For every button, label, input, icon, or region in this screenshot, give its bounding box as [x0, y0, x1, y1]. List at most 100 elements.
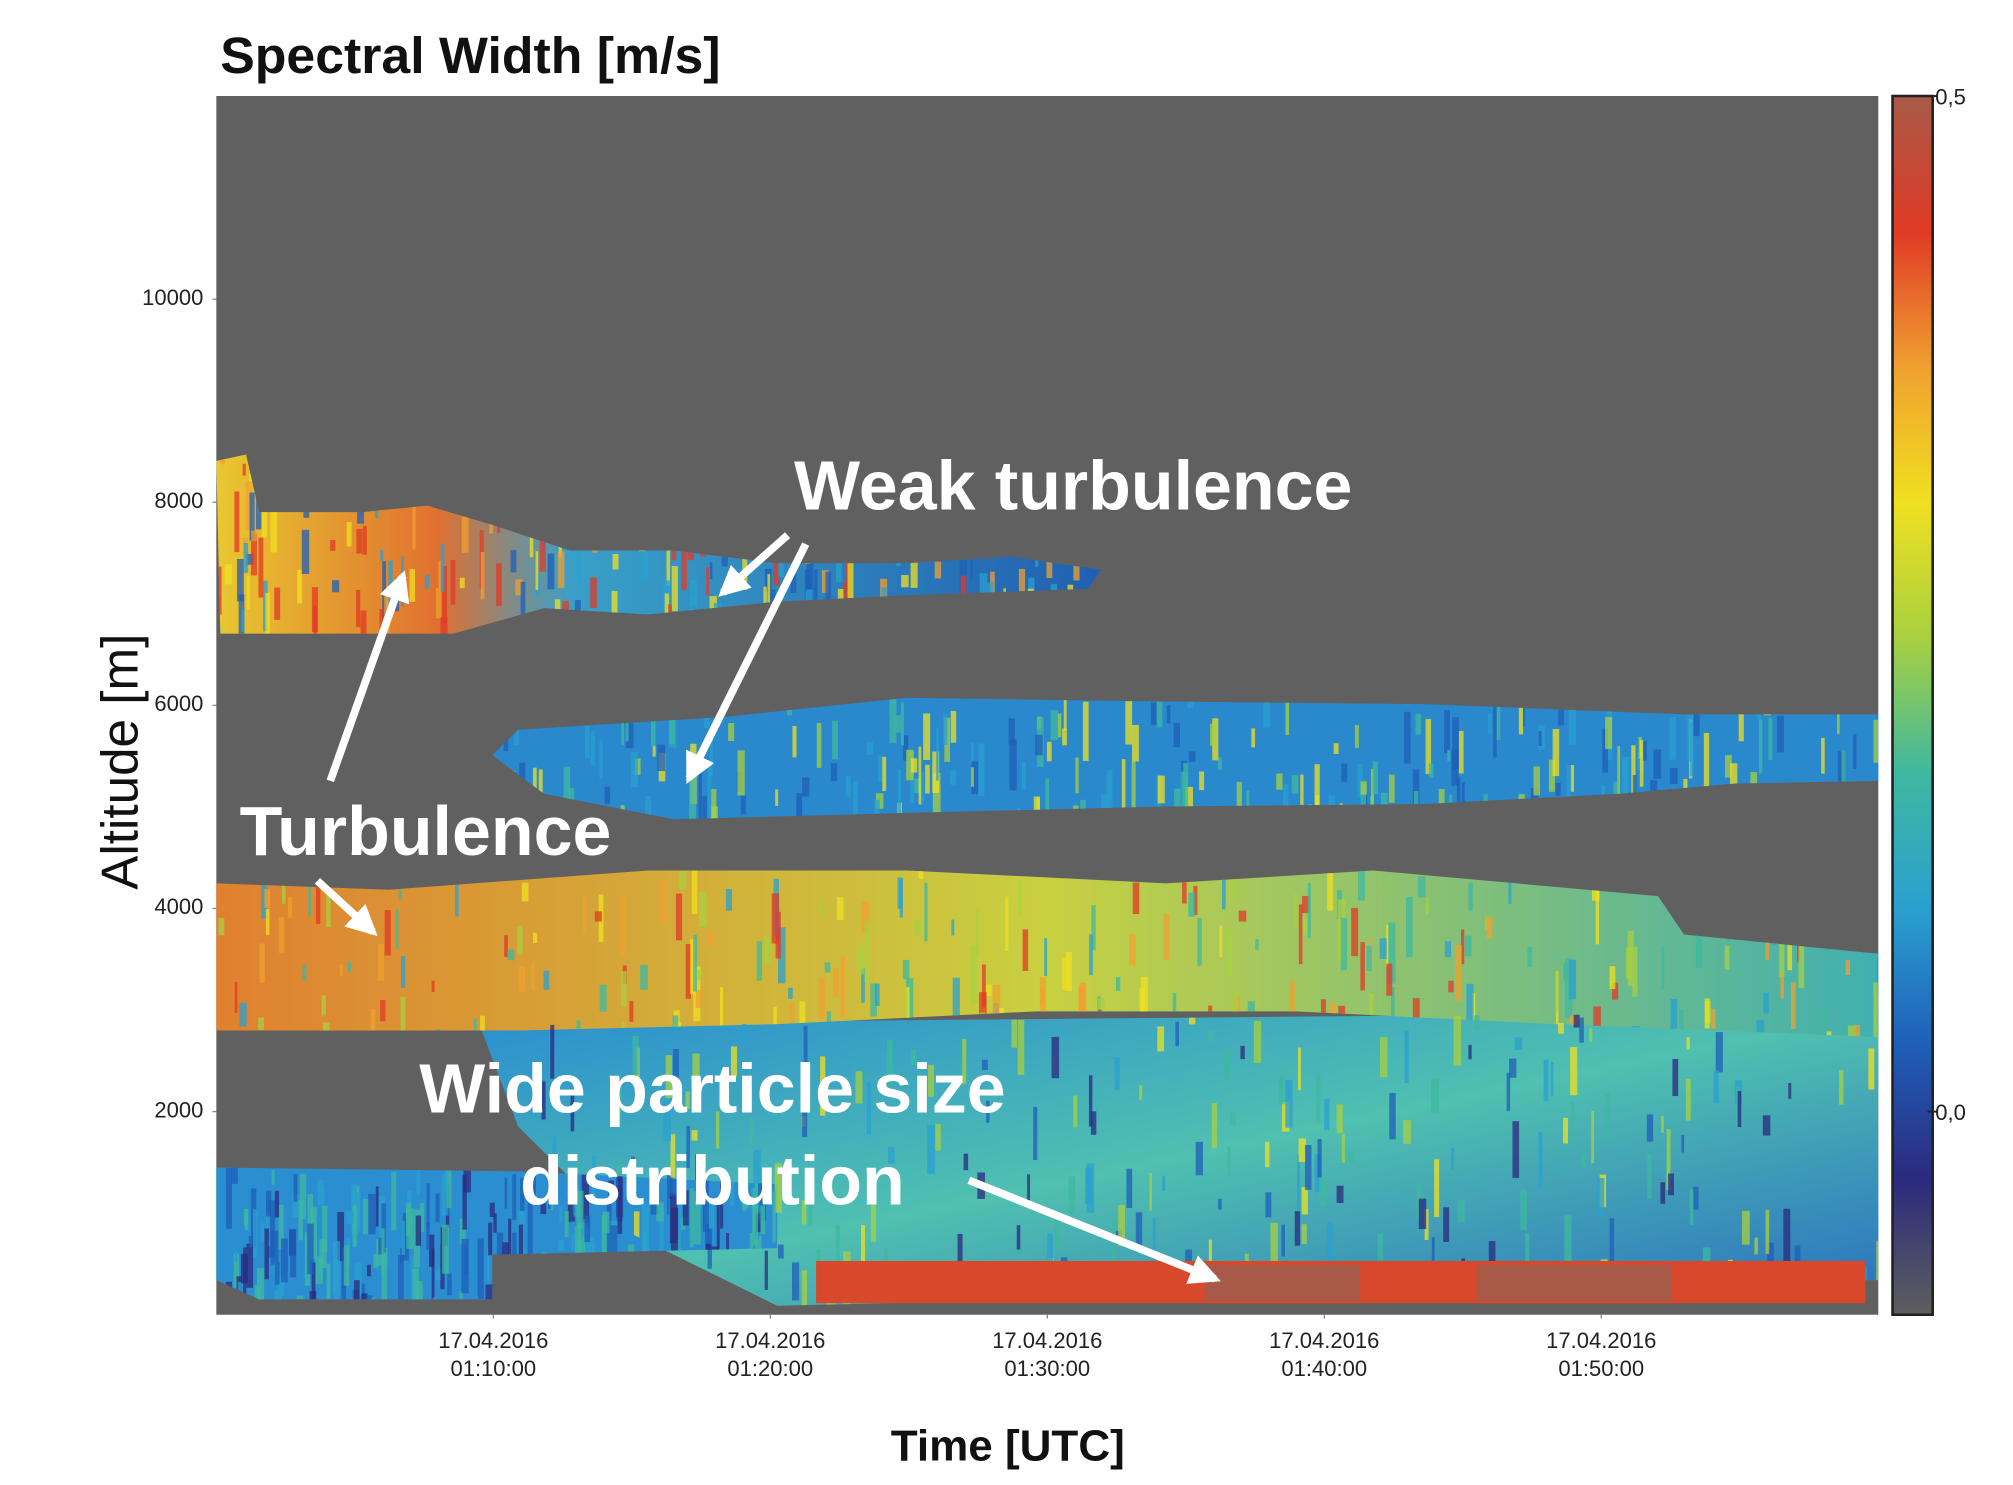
texture-streak	[1799, 943, 1805, 988]
texture-streak	[1647, 1154, 1651, 1199]
texture-streak	[1222, 880, 1226, 910]
texture-streak	[347, 522, 352, 546]
texture-streak	[1873, 982, 1877, 1037]
texture-streak	[911, 758, 917, 772]
texture-streak	[1558, 1023, 1564, 1034]
texture-streak	[792, 726, 796, 757]
texture-streak	[1098, 998, 1105, 1009]
texture-streak	[1431, 1078, 1439, 1113]
texture-streak	[401, 956, 405, 988]
texture-streak	[1489, 1241, 1496, 1263]
texture-streak	[613, 554, 619, 569]
texture-streak	[1360, 942, 1365, 990]
texture-streak	[1452, 717, 1459, 769]
texture-streak	[726, 1233, 729, 1251]
texture-streak	[294, 1174, 298, 1202]
texture-streak	[903, 960, 909, 979]
texture-streak	[741, 796, 746, 814]
texture-streak	[1406, 897, 1413, 957]
texture-streak	[508, 949, 515, 960]
texture-streak	[1292, 775, 1299, 794]
texture-streak	[692, 866, 698, 914]
texture-streak	[1337, 1104, 1343, 1133]
texture-streak	[1125, 701, 1132, 744]
texture-streak	[653, 746, 656, 757]
texture-streak	[1327, 870, 1333, 911]
texture-streak	[1696, 932, 1703, 968]
texture-streak	[1705, 998, 1710, 1028]
texture-streak	[1341, 918, 1347, 970]
texture-streak	[1188, 893, 1195, 917]
texture-streak	[363, 526, 367, 555]
texture-streak	[1640, 740, 1644, 786]
texture-streak	[1301, 1224, 1306, 1244]
texture-streak	[1418, 877, 1426, 898]
texture-streak	[1507, 1073, 1510, 1111]
texture-streak	[1598, 1178, 1605, 1216]
texture-streak	[1045, 778, 1049, 809]
texture-streak	[396, 909, 399, 949]
texture-streak	[1196, 1142, 1203, 1175]
texture-streak	[1539, 731, 1542, 746]
page: {"chart_data": { "type": "heatmap", "tit…	[0, 0, 2013, 1485]
texture-streak	[1672, 1059, 1678, 1096]
texture-streak	[1419, 1199, 1426, 1229]
texture-streak	[1279, 1077, 1285, 1104]
texture-streak	[693, 935, 697, 992]
texture-streak	[290, 1229, 296, 1277]
y-axis: 200040006000800010000	[142, 285, 216, 1122]
texture-streak	[1571, 1102, 1574, 1143]
y-tick-label: 2000	[154, 1097, 203, 1122]
texture-streak	[1285, 1080, 1292, 1128]
texture-streak	[898, 769, 901, 819]
texture-streak	[1868, 1048, 1874, 1089]
x-tick-box: 17.04.2016 01:10:00	[422, 1328, 564, 1392]
texture-streak	[558, 551, 564, 588]
texture-streak	[1486, 917, 1492, 939]
texture-streak	[726, 889, 732, 911]
texture-streak	[241, 1254, 248, 1284]
texture-streak	[299, 1200, 303, 1240]
texture-streak	[772, 893, 779, 943]
texture-streak	[1512, 1121, 1519, 1178]
texture-streak	[778, 1245, 784, 1259]
texture-streak	[1448, 981, 1453, 993]
texture-streak	[1605, 1094, 1610, 1140]
colorbar-tick-label: 0,5	[1935, 84, 1966, 109]
texture-streak	[612, 591, 618, 615]
texture-streak	[831, 763, 837, 781]
texture-streak	[1324, 1099, 1329, 1130]
texture-streak	[1300, 775, 1303, 805]
x-tick-box: 17.04.2016 01:40:00	[1253, 1328, 1395, 1392]
texture-streak	[1149, 1173, 1152, 1211]
texture-streak	[521, 582, 526, 616]
texture-streak	[1759, 719, 1762, 773]
texture-streak	[1276, 774, 1282, 790]
texture-streak	[921, 772, 924, 805]
texture-streak	[1853, 734, 1856, 769]
texture-streak	[600, 739, 603, 779]
texture-streak	[380, 1000, 385, 1021]
texture-streak	[1763, 1115, 1771, 1135]
texture-streak	[591, 731, 596, 765]
texture-streak	[737, 750, 744, 795]
texture-streak	[1556, 783, 1561, 796]
texture-streak	[1725, 946, 1730, 970]
texture-streak	[1212, 1103, 1217, 1148]
texture-streak	[1763, 993, 1769, 1014]
texture-streak	[1062, 958, 1065, 990]
texture-streak	[1669, 717, 1676, 759]
texture-streak	[1873, 720, 1879, 763]
colorbar-tick-label: 0,0	[1935, 1100, 1966, 1125]
texture-streak	[231, 1166, 238, 1184]
texture-streak	[1035, 735, 1043, 756]
texture-streak	[1237, 782, 1242, 807]
texture-streak	[1254, 1021, 1261, 1063]
texture-streak	[1132, 761, 1136, 815]
texture-streak	[264, 1229, 268, 1280]
texture-streak	[1389, 775, 1395, 803]
texture-streak	[590, 577, 597, 608]
texture-streak	[558, 1240, 564, 1251]
texture-streak	[1239, 911, 1247, 922]
texture-streak	[378, 944, 384, 980]
